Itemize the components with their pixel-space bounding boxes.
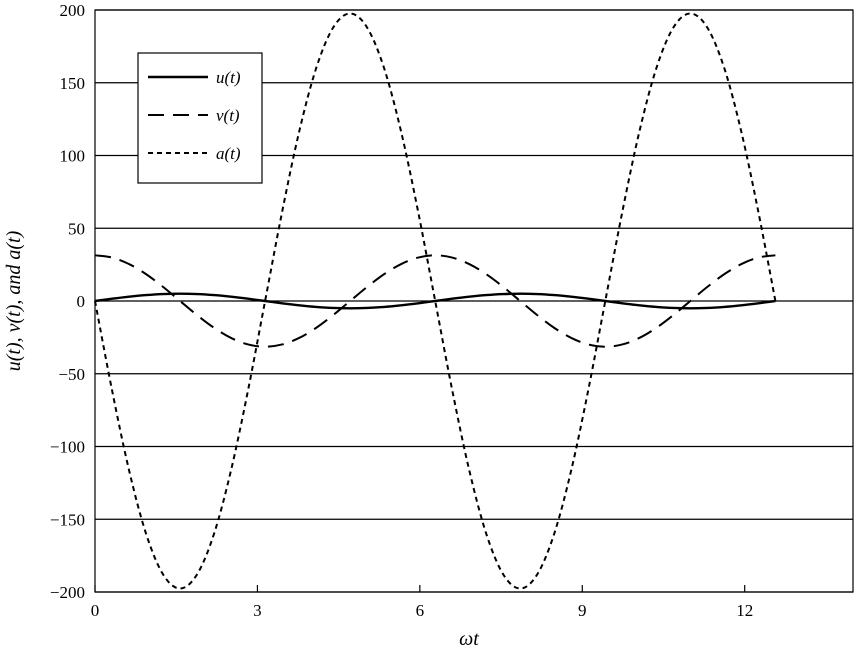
legend-box (137, 52, 263, 184)
y-axis-label: u(t), v(t), and a(t) (3, 230, 25, 371)
y-tick-label: 100 (60, 147, 86, 166)
y-tick-label: 0 (77, 292, 86, 311)
legend: u(t) v(t) a(t) (137, 52, 263, 184)
series-line-u (94, 292, 776, 310)
legend-label: v(t) (216, 106, 240, 125)
plot-frame (94, 9, 854, 593)
tick-labels: 200 150 100 50 0 −50 −100 −150 −200 0 3 6 9 12 (50, 1, 753, 620)
series-layer (94, 12, 777, 590)
y-tick-label: −200 (50, 583, 85, 602)
legend-label: u(t) (216, 68, 241, 87)
x-tick-label: 9 (578, 601, 587, 620)
y-tick-label: 50 (68, 219, 85, 238)
x-tick-label: 0 (91, 601, 100, 620)
x-axis-label: ωt (459, 628, 479, 650)
x-tick-label: 6 (416, 601, 425, 620)
y-tick-label: −50 (58, 365, 85, 384)
y-tick-label: −100 (50, 438, 85, 457)
y-tick-label: −150 (50, 510, 85, 529)
x-tick-label: 3 (253, 601, 262, 620)
x-tick-label: 12 (736, 601, 753, 620)
series-line-v (94, 254, 776, 348)
legend-label: a(t) (216, 144, 241, 163)
y-tick-label: 150 (60, 74, 86, 93)
y-tick-label: 200 (60, 1, 86, 20)
